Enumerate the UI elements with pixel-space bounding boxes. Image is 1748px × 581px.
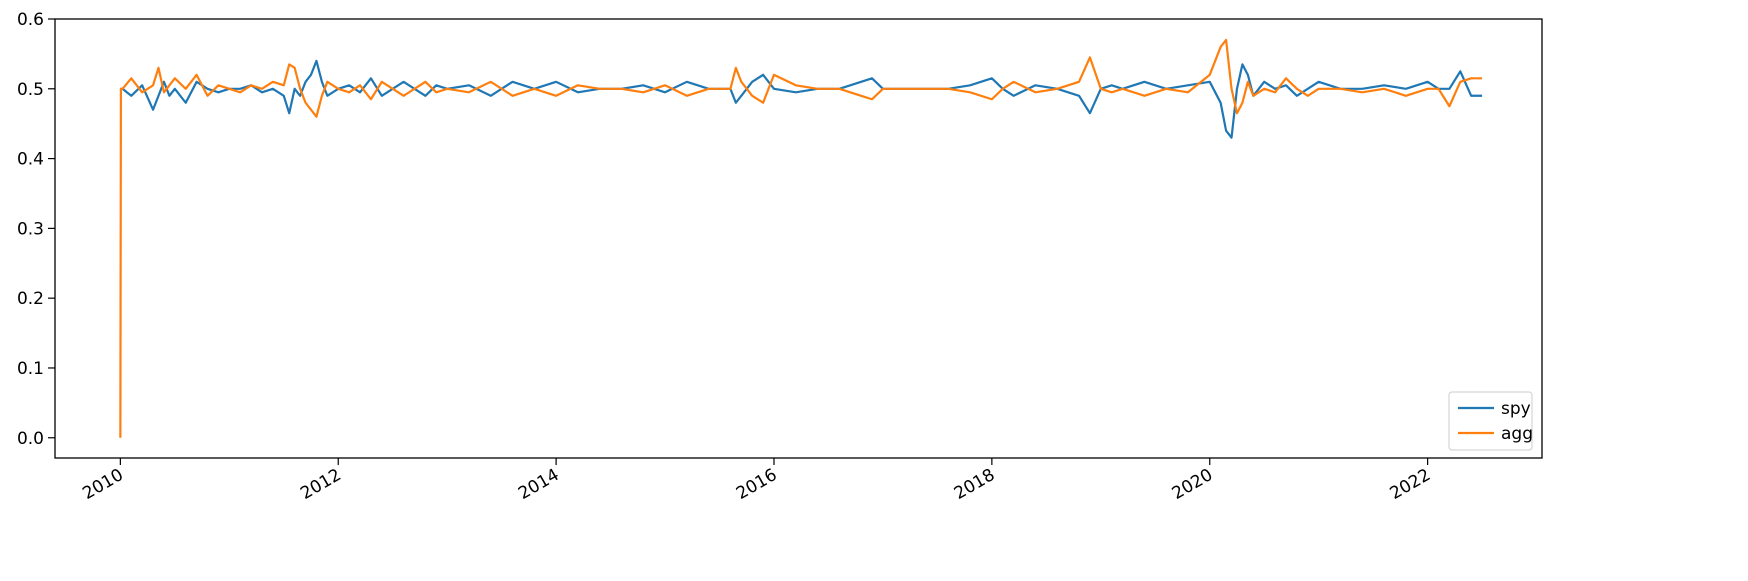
legend: spy agg [1448,391,1533,451]
y-tick-label: 0.1 [17,359,44,379]
series-line-agg [119,38,1483,438]
plot-area [54,18,1543,459]
y-tick-label: 0.2 [17,289,44,309]
axes-frame [54,18,1543,459]
y-tick-label: 0.5 [17,80,44,100]
legend-entries: spy agg [1458,399,1533,444]
legend-label-spy: spy [1501,399,1531,419]
legend-label-agg: agg [1501,424,1533,444]
y-axis: 0.0 0.1 0.2 0.3 0.4 0.5 0.6 [17,10,55,449]
legend-box [1448,391,1533,451]
series-line-spy [120,59,1483,139]
y-tick-label: 0.6 [17,10,44,30]
y-tick-label: 0.4 [17,150,44,170]
y-tick-label: 0.0 [17,429,44,449]
y-tick-label: 0.3 [17,219,44,239]
series-layer [119,38,1483,438]
